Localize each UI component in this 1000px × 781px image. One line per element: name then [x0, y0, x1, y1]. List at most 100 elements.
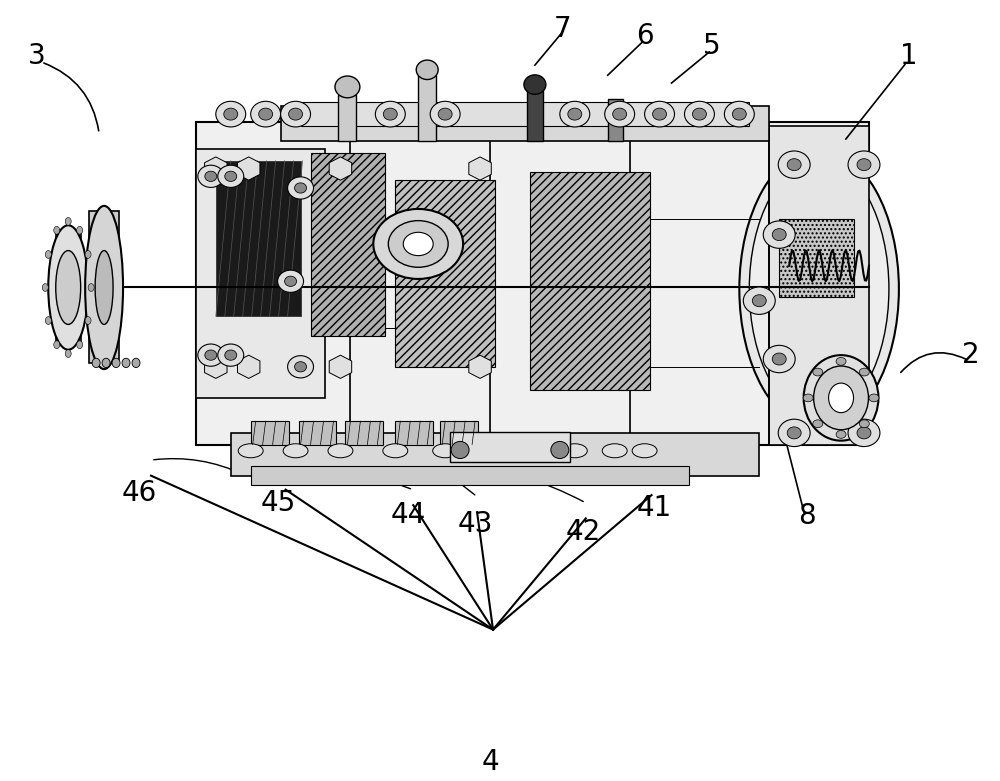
Polygon shape	[205, 157, 227, 180]
Ellipse shape	[478, 444, 502, 458]
Polygon shape	[205, 355, 227, 379]
Polygon shape	[469, 157, 491, 180]
Ellipse shape	[836, 358, 846, 366]
Ellipse shape	[772, 353, 786, 365]
Ellipse shape	[743, 287, 775, 315]
Ellipse shape	[859, 368, 869, 376]
Ellipse shape	[289, 108, 303, 120]
Bar	[395, 421, 433, 444]
Text: 3: 3	[27, 42, 45, 70]
Ellipse shape	[288, 177, 314, 199]
Ellipse shape	[383, 444, 408, 458]
Ellipse shape	[692, 108, 706, 120]
Ellipse shape	[732, 108, 746, 120]
Ellipse shape	[653, 108, 667, 120]
Ellipse shape	[787, 427, 801, 439]
Ellipse shape	[857, 427, 871, 439]
Ellipse shape	[632, 444, 657, 458]
Ellipse shape	[102, 358, 110, 368]
Ellipse shape	[752, 294, 766, 307]
Bar	[196, 122, 869, 444]
Text: 45: 45	[261, 489, 296, 517]
Bar	[527, 88, 543, 141]
Ellipse shape	[283, 444, 308, 458]
Ellipse shape	[77, 226, 83, 234]
Ellipse shape	[88, 284, 94, 291]
Ellipse shape	[568, 108, 582, 120]
Ellipse shape	[562, 444, 587, 458]
Polygon shape	[329, 355, 352, 379]
Ellipse shape	[95, 251, 113, 324]
Ellipse shape	[278, 270, 304, 292]
Ellipse shape	[383, 108, 397, 120]
Bar	[779, 219, 854, 297]
Ellipse shape	[403, 232, 433, 255]
Bar	[299, 421, 336, 444]
Ellipse shape	[375, 102, 405, 127]
Ellipse shape	[804, 355, 878, 440]
Ellipse shape	[388, 220, 448, 267]
Ellipse shape	[225, 171, 237, 181]
Ellipse shape	[224, 108, 238, 120]
Ellipse shape	[251, 102, 281, 127]
Ellipse shape	[373, 209, 463, 279]
Ellipse shape	[813, 368, 823, 376]
Ellipse shape	[45, 316, 51, 324]
Bar	[395, 180, 495, 367]
Bar	[89, 212, 119, 363]
Polygon shape	[469, 355, 491, 379]
Ellipse shape	[803, 394, 813, 401]
Ellipse shape	[772, 229, 786, 241]
Ellipse shape	[85, 206, 123, 369]
Ellipse shape	[522, 444, 547, 458]
Ellipse shape	[85, 316, 91, 324]
Bar	[281, 106, 769, 141]
Ellipse shape	[198, 344, 224, 366]
Ellipse shape	[205, 350, 217, 360]
Bar	[608, 98, 623, 141]
Ellipse shape	[205, 171, 217, 181]
Ellipse shape	[433, 444, 458, 458]
Ellipse shape	[335, 76, 360, 98]
Bar	[440, 421, 478, 444]
Ellipse shape	[869, 394, 879, 401]
Ellipse shape	[328, 444, 353, 458]
Text: 42: 42	[565, 518, 600, 546]
Text: 46: 46	[121, 479, 157, 507]
Ellipse shape	[813, 420, 823, 428]
Ellipse shape	[92, 358, 100, 368]
Polygon shape	[329, 157, 352, 180]
Ellipse shape	[763, 345, 795, 373]
Text: 2: 2	[962, 341, 980, 369]
Bar	[418, 75, 436, 141]
Ellipse shape	[54, 226, 60, 234]
Polygon shape	[237, 157, 260, 180]
Ellipse shape	[85, 251, 91, 259]
Bar	[345, 421, 383, 444]
Ellipse shape	[285, 276, 297, 287]
Ellipse shape	[814, 366, 868, 430]
Text: 44: 44	[391, 501, 426, 529]
Ellipse shape	[238, 444, 263, 458]
Ellipse shape	[198, 166, 224, 187]
Bar	[196, 149, 325, 398]
Ellipse shape	[829, 383, 854, 412]
Text: 7: 7	[554, 15, 572, 43]
Text: 4: 4	[481, 747, 499, 776]
Ellipse shape	[787, 159, 801, 170]
Polygon shape	[237, 355, 260, 379]
Ellipse shape	[430, 102, 460, 127]
Bar	[450, 432, 570, 462]
Ellipse shape	[132, 358, 140, 368]
Ellipse shape	[551, 441, 569, 458]
Ellipse shape	[216, 102, 246, 127]
Bar	[56, 230, 81, 344]
Bar	[338, 95, 356, 141]
Bar	[231, 433, 759, 476]
Ellipse shape	[524, 75, 546, 95]
Ellipse shape	[763, 221, 795, 248]
Ellipse shape	[859, 420, 869, 428]
Ellipse shape	[218, 166, 244, 187]
Bar	[216, 161, 301, 316]
Ellipse shape	[218, 344, 244, 366]
